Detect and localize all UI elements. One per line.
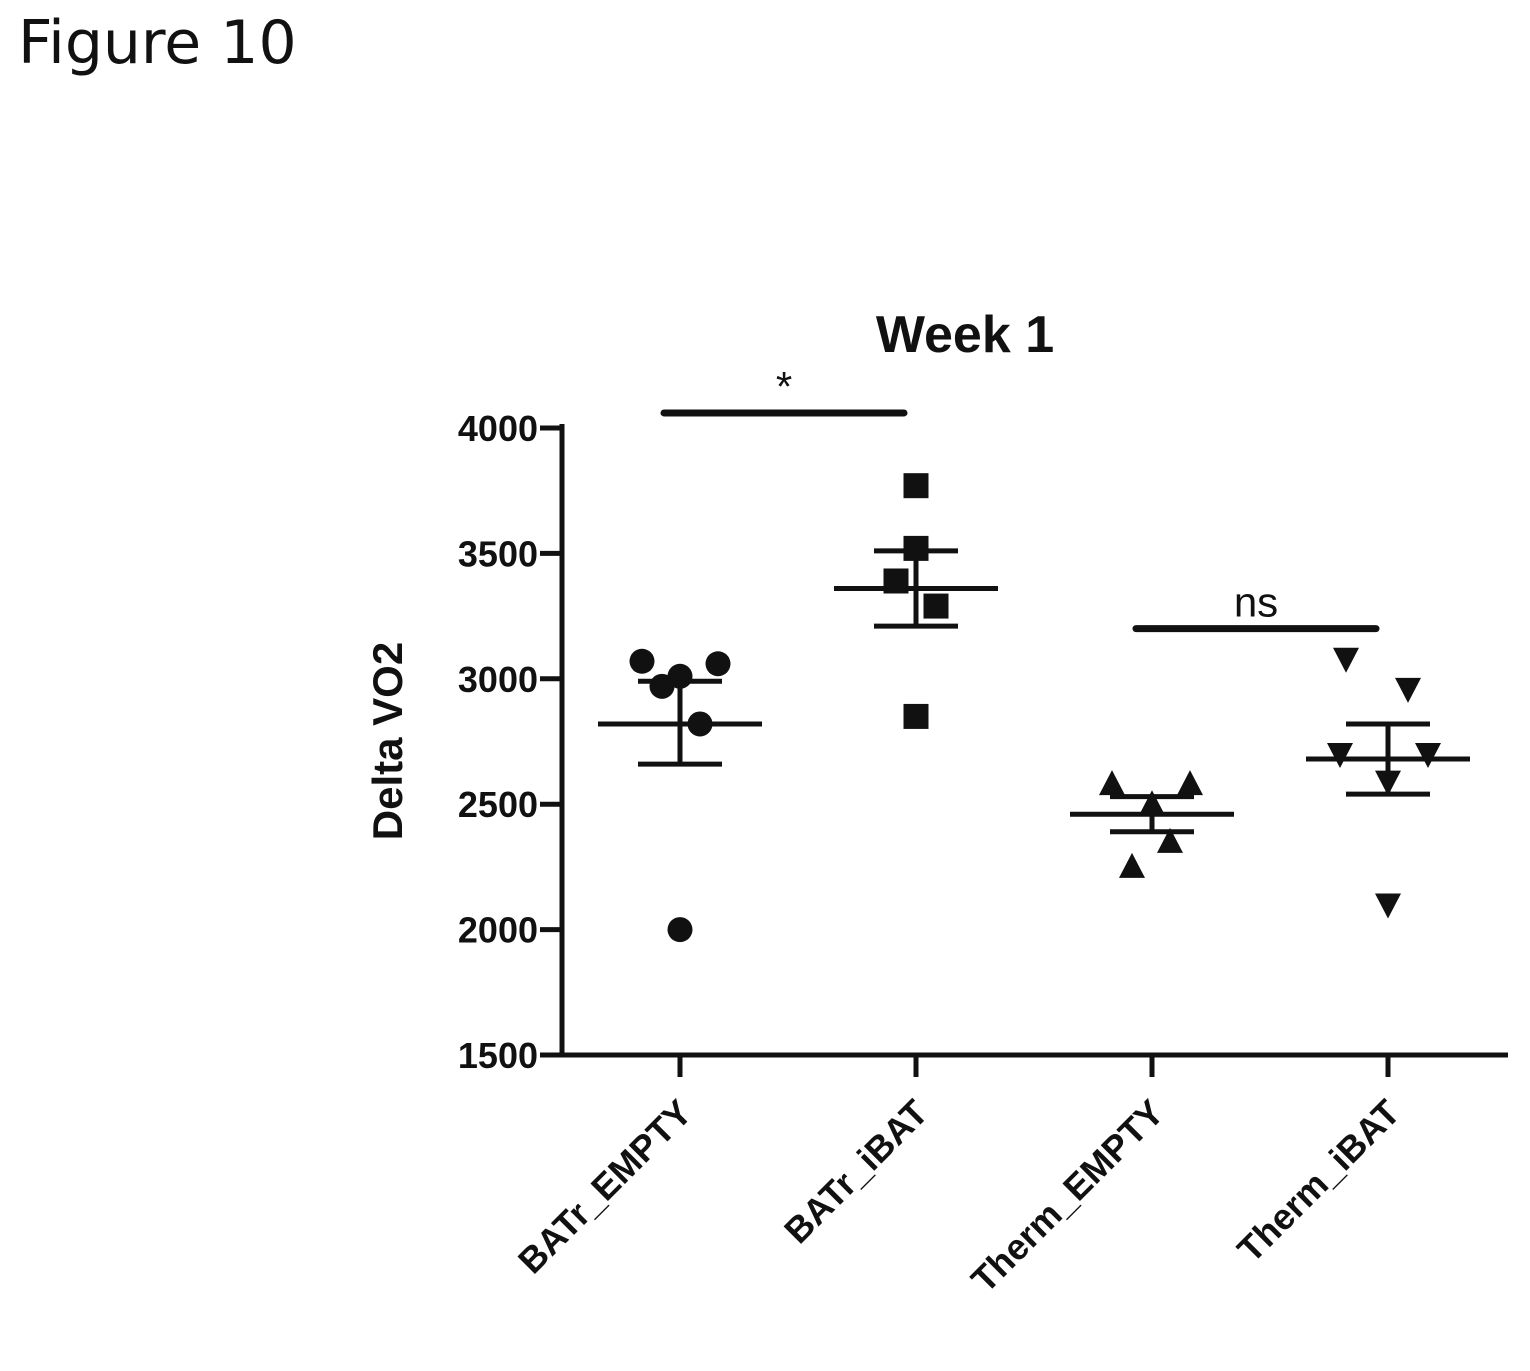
data-point-circle — [667, 917, 693, 943]
data-point-triangle-down — [1333, 647, 1359, 673]
y-tick-label: 2000 — [458, 910, 538, 951]
data-point-square — [903, 473, 929, 499]
y-tick-label: 4000 — [458, 408, 538, 449]
data-point-square — [923, 593, 949, 619]
y-tick-label: 3000 — [458, 659, 538, 700]
significance-label: ns — [1234, 579, 1278, 626]
chart-title: Week 1 — [876, 306, 1054, 364]
data-point-triangle-up — [1119, 852, 1145, 878]
y-tick-label: 1500 — [458, 1035, 538, 1076]
y-axis-label: Delta VO2 — [364, 642, 411, 840]
significance-annotations: * ns — [660, 363, 1380, 633]
y-tick-label: 2500 — [458, 784, 538, 825]
x-tick-label: Therm_EMPTY — [963, 1092, 1172, 1301]
figure-label: Figure 10 — [18, 8, 297, 78]
x-tick-label: BATr_iBAT — [776, 1092, 936, 1252]
x-tick-label: BATr_EMPTY — [510, 1092, 700, 1282]
data-point-triangle-down — [1395, 677, 1421, 703]
data-marks — [598, 473, 1470, 943]
data-point-triangle-up — [1177, 770, 1203, 796]
data-point-square — [903, 703, 929, 729]
data-point-circle — [705, 651, 731, 677]
data-point-triangle-up — [1099, 770, 1125, 796]
data-point-triangle-down — [1327, 743, 1353, 769]
axes: 1500 2000 2500 3000 3500 4000 BATr_EMPTY BATr_i… — [458, 408, 1508, 1300]
data-point-circle — [629, 648, 655, 674]
x-tick-label: Therm_iBAT — [1229, 1092, 1407, 1270]
data-point-triangle-down — [1415, 743, 1441, 769]
significance-label: * — [776, 363, 792, 410]
data-point-triangle-down — [1375, 893, 1401, 919]
y-tick-label: 3500 — [458, 533, 538, 574]
data-point-triangle-up — [1157, 827, 1183, 853]
